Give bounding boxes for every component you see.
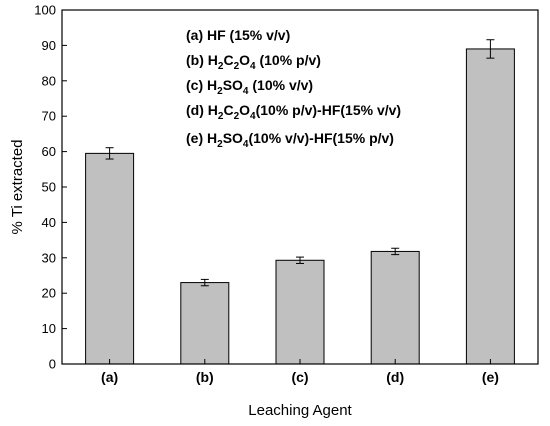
x-tick-label-2: (c) — [291, 369, 308, 385]
y-tick-label: 70 — [42, 109, 56, 124]
legend-entry-2: (c) H2SO4 (10% v/v) — [186, 77, 313, 97]
x-axis-title: Leaching Agent — [248, 402, 352, 419]
y-tick-label: 90 — [42, 38, 56, 53]
x-tick-label-0: (a) — [101, 369, 118, 385]
y-tick-label: 20 — [42, 286, 56, 301]
bar-0 — [85, 152, 135, 365]
error-bar-4 — [486, 39, 495, 59]
x-tick-label-3: (d) — [386, 369, 404, 385]
y-tick-label: 10 — [42, 321, 56, 336]
bar-1 — [180, 282, 230, 365]
legend: (a) HF (15% v/v) (b) H2C2O4 (10% p/v) (c) … — [186, 27, 401, 150]
legend-entry-4: (e) H2SO4(10% v/v)-HF(15% p/v) — [186, 130, 394, 150]
plot-area: 0 10 20 30 40 50 60 70 80 90 100 (a) (b) (c) (d) (e) — [34, 3, 539, 385]
legend-entry-1: (b) H2C2O4 (10% p/v) — [186, 52, 321, 72]
legend-entry-3: (d) H2C2O4(10% p/v)-HF(15% v/v) — [186, 102, 401, 122]
y-tick-label: 0 — [49, 357, 56, 372]
y-axis-title: % Ti extracted — [9, 139, 26, 234]
y-tick-label: 100 — [34, 3, 56, 18]
y-tick-label: 30 — [42, 250, 56, 265]
error-bar-3 — [391, 247, 400, 256]
y-tick-label: 50 — [42, 180, 56, 195]
legend-entry-0: (a) HF (15% v/v) — [186, 27, 290, 43]
y-tick-label: 60 — [42, 144, 56, 159]
error-bar-2 — [296, 256, 304, 264]
bar-4 — [465, 48, 515, 365]
error-bar-0 — [105, 147, 114, 160]
y-tick-label: 80 — [42, 73, 56, 88]
bar-3 — [370, 250, 420, 365]
y-tick-label: 40 — [42, 215, 56, 230]
bar-2 — [275, 259, 325, 365]
x-tick-label-4: (e) — [482, 369, 499, 385]
x-tick-label-1: (b) — [196, 369, 214, 385]
error-bar-1 — [200, 278, 209, 287]
